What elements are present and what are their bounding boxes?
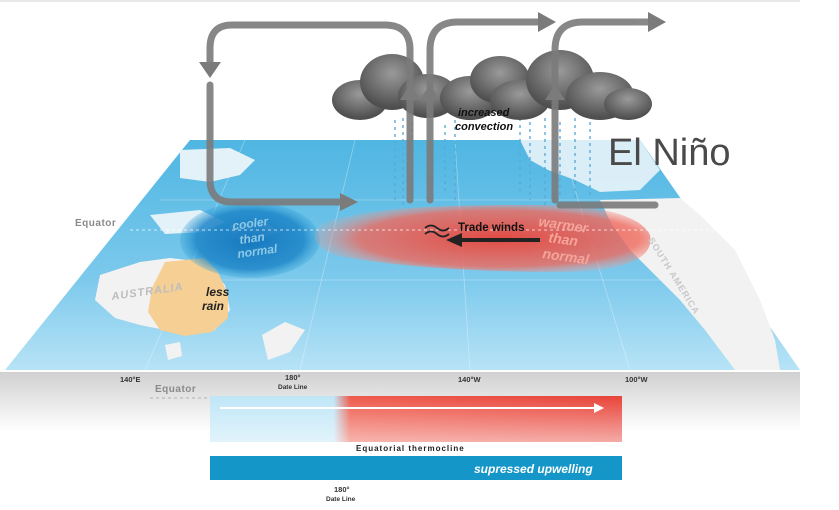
lon-140e-label: 140°E bbox=[120, 375, 141, 384]
warmer-label-3: normal bbox=[542, 245, 592, 267]
increased-convection-line1: increased bbox=[458, 107, 510, 119]
lon-180-label: 180° bbox=[285, 373, 301, 382]
new-zealand bbox=[262, 322, 305, 360]
australia-less-rain-area bbox=[148, 258, 228, 336]
convection-cloud-east bbox=[490, 50, 652, 120]
arrowhead-right-top-east bbox=[648, 12, 666, 32]
arrowhead-up-2 bbox=[420, 84, 440, 100]
date-line-bottom-label: Date Line bbox=[326, 496, 356, 503]
tasmania bbox=[165, 342, 182, 360]
arrowhead-down-west bbox=[199, 62, 221, 78]
less-rain-label-2: rain bbox=[202, 299, 224, 313]
warmer-label-1: warmer bbox=[538, 213, 591, 236]
west-loop-arrow bbox=[206, 21, 414, 204]
equator-label-bottom: Equator bbox=[155, 384, 196, 395]
equator-label-top: Equator bbox=[75, 218, 116, 229]
wind-squiggle-icon bbox=[424, 224, 450, 238]
thermocline-flow-arrow bbox=[220, 403, 604, 413]
upwelling-bar bbox=[210, 456, 622, 480]
date-line-label: Date Line bbox=[278, 384, 308, 391]
cool-anomaly-area bbox=[180, 202, 320, 278]
lon-140w-label: 140°W bbox=[458, 375, 482, 384]
cooler-label-2: than bbox=[238, 230, 265, 247]
trade-winds-label: Trade winds bbox=[458, 222, 524, 234]
upwelling-label: supressed upwelling bbox=[474, 462, 593, 476]
asia-islands bbox=[150, 148, 280, 240]
arrowhead-up-1 bbox=[400, 84, 420, 100]
lon-180-bottom-label: 180° bbox=[334, 485, 350, 494]
trade-winds-arrow bbox=[446, 233, 540, 247]
lon-100w-label: 100°W bbox=[625, 375, 649, 384]
less-rain-label-1: less bbox=[206, 285, 230, 299]
cooler-label-1: cooler bbox=[231, 214, 270, 233]
cooler-label-3: normal bbox=[236, 241, 278, 261]
west-loop-bottom-arrow bbox=[206, 81, 344, 206]
arrowhead-right-top-mid bbox=[538, 12, 556, 32]
increased-convection-line2: convection bbox=[455, 121, 513, 133]
arrowhead-right-bottom bbox=[340, 193, 358, 211]
title: El Niño bbox=[608, 132, 731, 174]
circulation-arrows bbox=[206, 18, 659, 209]
east-loop-arrow bbox=[551, 18, 654, 204]
middle-loop-arrow bbox=[426, 18, 544, 204]
arrow-heads bbox=[199, 12, 666, 211]
arrowhead-up-3 bbox=[545, 84, 565, 100]
warmer-label-2: than bbox=[548, 229, 580, 249]
cross-section-fade bbox=[210, 396, 622, 442]
thermocline-label: Equatorial thermocline bbox=[356, 444, 465, 453]
